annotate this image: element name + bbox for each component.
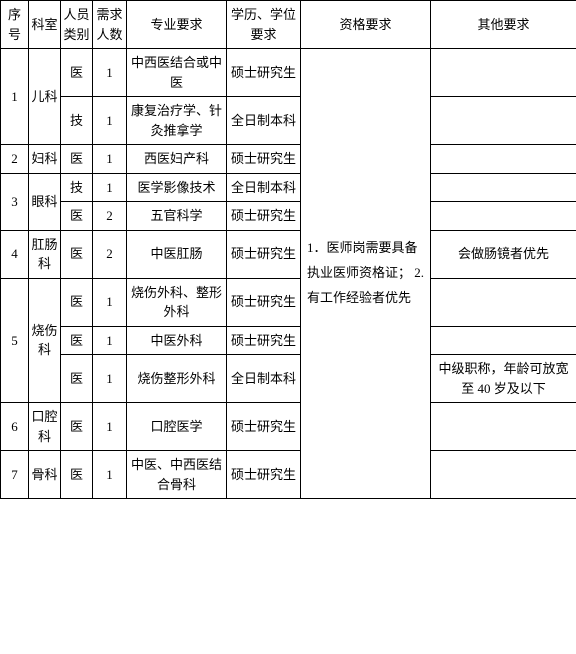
cell-dept: 眼科 <box>29 173 61 230</box>
cell-num: 1 <box>93 97 127 145</box>
cell-other: 会做肠镜者优先 <box>431 230 576 278</box>
table-row: 技 1 康复治疗学、针灸推拿学 全日制本科 <box>1 97 576 145</box>
cell-other: 中级职称，年龄可放宽至 40 岁及以下 <box>431 355 576 403</box>
cell-major: 康复治疗学、针灸推拿学 <box>127 97 227 145</box>
cell-major: 中医、中西医结合骨科 <box>127 451 227 499</box>
cell-num: 1 <box>93 278 127 326</box>
cell-type: 医 <box>61 451 93 499</box>
cell-seq: 5 <box>1 278 29 403</box>
cell-edu: 全日制本科 <box>227 97 301 145</box>
cell-other <box>431 145 576 174</box>
cell-edu: 硕士研究生 <box>227 451 301 499</box>
cell-dept: 儿科 <box>29 49 61 145</box>
cell-edu: 硕士研究生 <box>227 145 301 174</box>
cell-seq: 2 <box>1 145 29 174</box>
header-num: 需求人数 <box>93 1 127 49</box>
cell-other <box>431 173 576 202</box>
cell-type: 医 <box>61 202 93 231</box>
cell-edu: 硕士研究生 <box>227 278 301 326</box>
cell-major: 中医外科 <box>127 326 227 355</box>
table-row: 3 眼科 技 1 医学影像技术 全日制本科 <box>1 173 576 202</box>
cell-type: 医 <box>61 49 93 97</box>
header-type: 人员类别 <box>61 1 93 49</box>
cell-type: 技 <box>61 173 93 202</box>
table-row: 5 烧伤科 医 1 烧伤外科、整形外科 硕士研究生 <box>1 278 576 326</box>
cell-seq: 7 <box>1 451 29 499</box>
cell-type: 医 <box>61 403 93 451</box>
cell-other <box>431 326 576 355</box>
cell-other <box>431 403 576 451</box>
cell-num: 1 <box>93 173 127 202</box>
cell-dept: 骨科 <box>29 451 61 499</box>
cell-num: 1 <box>93 355 127 403</box>
cell-major: 中医肛肠 <box>127 230 227 278</box>
header-qual: 资格要求 <box>301 1 431 49</box>
table-row: 医 1 烧伤整形外科 全日制本科 中级职称，年龄可放宽至 40 岁及以下 <box>1 355 576 403</box>
cell-seq: 6 <box>1 403 29 451</box>
cell-other <box>431 451 576 499</box>
cell-type: 医 <box>61 278 93 326</box>
header-major: 专业要求 <box>127 1 227 49</box>
cell-edu: 硕士研究生 <box>227 202 301 231</box>
cell-seq: 1 <box>1 49 29 145</box>
cell-major: 五官科学 <box>127 202 227 231</box>
cell-edu: 硕士研究生 <box>227 230 301 278</box>
cell-major: 烧伤整形外科 <box>127 355 227 403</box>
cell-seq: 3 <box>1 173 29 230</box>
cell-dept: 烧伤科 <box>29 278 61 403</box>
table-row: 2 妇科 医 1 西医妇产科 硕士研究生 <box>1 145 576 174</box>
cell-other <box>431 278 576 326</box>
cell-edu: 硕士研究生 <box>227 403 301 451</box>
cell-num: 1 <box>93 49 127 97</box>
header-dept: 科室 <box>29 1 61 49</box>
cell-num: 1 <box>93 326 127 355</box>
cell-num: 2 <box>93 230 127 278</box>
header-other: 其他要求 <box>431 1 576 49</box>
cell-num: 1 <box>93 145 127 174</box>
cell-dept: 肛肠科 <box>29 230 61 278</box>
cell-qual: 1．医师岗需要具备执业医师资格证； 2.有工作经验者优先 <box>301 49 431 499</box>
cell-major: 口腔医学 <box>127 403 227 451</box>
header-seq: 序号 <box>1 1 29 49</box>
table-row: 7 骨科 医 1 中医、中西医结合骨科 硕士研究生 <box>1 451 576 499</box>
cell-edu: 硕士研究生 <box>227 49 301 97</box>
cell-type: 医 <box>61 355 93 403</box>
cell-type: 技 <box>61 97 93 145</box>
cell-edu: 硕士研究生 <box>227 326 301 355</box>
table-row: 6 口腔科 医 1 口腔医学 硕士研究生 <box>1 403 576 451</box>
cell-dept: 口腔科 <box>29 403 61 451</box>
cell-dept: 妇科 <box>29 145 61 174</box>
cell-major: 西医妇产科 <box>127 145 227 174</box>
cell-type: 医 <box>61 230 93 278</box>
cell-major: 中西医结合或中医 <box>127 49 227 97</box>
cell-major: 医学影像技术 <box>127 173 227 202</box>
cell-num: 1 <box>93 403 127 451</box>
table-row: 1 儿科 医 1 中西医结合或中医 硕士研究生 1．医师岗需要具备执业医师资格证… <box>1 49 576 97</box>
header-edu: 学历、学位要求 <box>227 1 301 49</box>
cell-type: 医 <box>61 326 93 355</box>
cell-num: 1 <box>93 451 127 499</box>
cell-edu: 全日制本科 <box>227 355 301 403</box>
cell-other <box>431 49 576 97</box>
cell-type: 医 <box>61 145 93 174</box>
table-row: 医 2 五官科学 硕士研究生 <box>1 202 576 231</box>
cell-seq: 4 <box>1 230 29 278</box>
table-row: 医 1 中医外科 硕士研究生 <box>1 326 576 355</box>
cell-num: 2 <box>93 202 127 231</box>
cell-other <box>431 97 576 145</box>
cell-major: 烧伤外科、整形外科 <box>127 278 227 326</box>
recruitment-table: 序号 科室 人员类别 需求人数 专业要求 学历、学位要求 资格要求 其他要求 1… <box>0 0 576 499</box>
header-row: 序号 科室 人员类别 需求人数 专业要求 学历、学位要求 资格要求 其他要求 <box>1 1 576 49</box>
cell-edu: 全日制本科 <box>227 173 301 202</box>
cell-other <box>431 202 576 231</box>
table-row: 4 肛肠科 医 2 中医肛肠 硕士研究生 会做肠镜者优先 <box>1 230 576 278</box>
